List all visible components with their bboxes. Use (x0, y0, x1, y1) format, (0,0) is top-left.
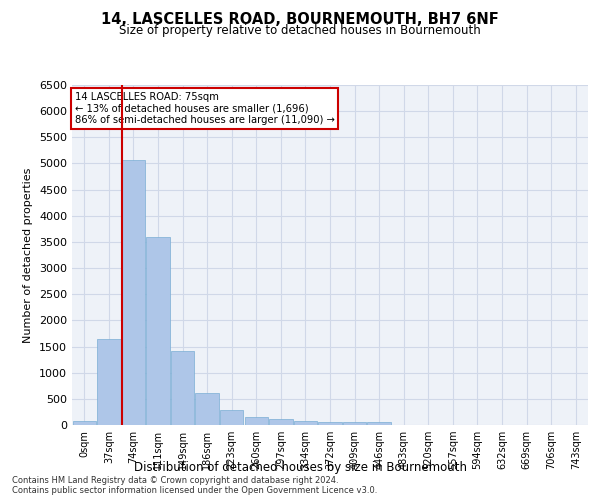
Bar (220, 410, 244, 425)
Bar (294, 421, 317, 425)
Bar (171, 351, 194, 425)
Text: Distribution of detached houses by size in Bournemouth: Distribution of detached houses by size … (133, 461, 467, 474)
Bar (73, 421, 96, 425)
Bar (367, 422, 391, 425)
Y-axis label: Number of detached properties: Number of detached properties (23, 168, 34, 342)
Text: 14, LASCELLES ROAD, BOURNEMOUTH, BH7 6NF: 14, LASCELLES ROAD, BOURNEMOUTH, BH7 6NF (101, 12, 499, 28)
Bar (319, 422, 341, 425)
Bar (146, 237, 170, 425)
Bar (122, 160, 145, 425)
Bar (343, 422, 366, 425)
Text: Contains public sector information licensed under the Open Government Licence v3: Contains public sector information licen… (12, 486, 377, 495)
Bar (196, 392, 219, 425)
Bar (97, 338, 121, 425)
Bar (269, 419, 293, 425)
Bar (245, 418, 268, 425)
Text: Contains HM Land Registry data © Crown copyright and database right 2024.: Contains HM Land Registry data © Crown c… (12, 476, 338, 485)
Text: 14 LASCELLES ROAD: 75sqm
← 13% of detached houses are smaller (1,696)
86% of sem: 14 LASCELLES ROAD: 75sqm ← 13% of detach… (74, 92, 334, 125)
Text: Size of property relative to detached houses in Bournemouth: Size of property relative to detached ho… (119, 24, 481, 37)
